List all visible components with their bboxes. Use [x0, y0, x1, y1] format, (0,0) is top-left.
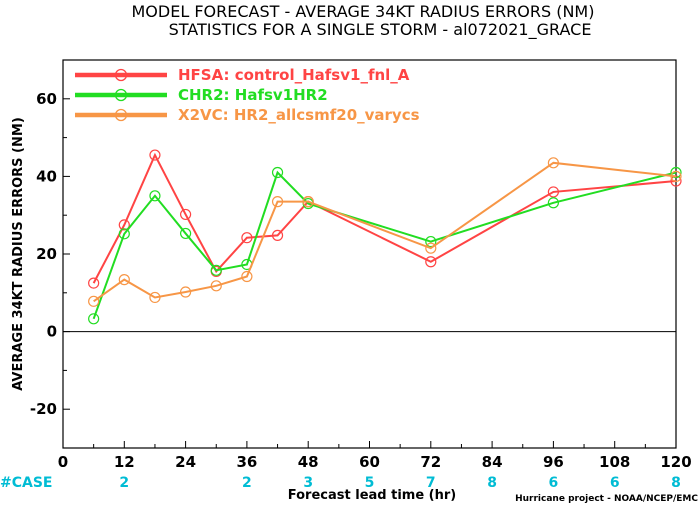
data-point: [149, 291, 161, 304]
legend-marker: [114, 68, 128, 82]
series-3: [88, 157, 682, 307]
data-point: [425, 256, 437, 268]
y-axis-title: AVERAGE 34KT RADIUS ERRORS (NM): [11, 117, 26, 391]
series-line: [92, 152, 677, 284]
data-point: [271, 196, 284, 208]
case-count-value: 6: [610, 475, 620, 491]
data-point: [118, 274, 130, 286]
data-point: [670, 170, 682, 182]
chart-subtitle: STATISTICS FOR A SINGLE STORM - al072021…: [169, 20, 592, 40]
series-line: [93, 161, 677, 303]
data-point: [180, 286, 192, 298]
data-point: [88, 313, 100, 325]
case-count-value: 8: [487, 475, 497, 491]
data-point: [210, 264, 222, 276]
x-tick-label: 60: [359, 453, 380, 471]
legend-entry: X2VC: HR2_allcsmf20_varycs: [75, 106, 420, 124]
legend: HFSA: control_Hafsv1_fnl_A CHR2: Hafsv1HR…: [75, 66, 420, 124]
data-point: [425, 235, 437, 248]
y-axis-ticks: -20 0 20 40 60: [30, 59, 70, 449]
data-point: [271, 229, 284, 241]
data-point: [241, 232, 253, 244]
data-point: [271, 166, 284, 179]
data-point: [670, 166, 682, 179]
series-1: [88, 149, 682, 289]
case-count-value: 5: [365, 475, 375, 491]
plot-area: 0 12 24 36 48 60 72 84 96 108 120 -20 0 20 40 60: [30, 59, 692, 471]
x-axis-ticks: 0 12 24 36 48 60 72 84 96 108 120: [58, 441, 692, 471]
data-point: [180, 227, 192, 240]
case-count-value: 6: [549, 475, 559, 491]
legend-marker: [114, 88, 128, 102]
series-2: [88, 166, 682, 325]
x-tick-label: 48: [298, 453, 319, 471]
series-layer: [88, 149, 682, 325]
case-count-row: 2 2 3 5 7 8 6 6 8: [119, 475, 680, 491]
case-count-value: 3: [303, 475, 313, 491]
y-tick-label: 0: [47, 323, 57, 341]
chart-title: MODEL FORECAST - AVERAGE 34KT RADIUS ERR…: [132, 2, 595, 21]
data-point: [302, 196, 314, 208]
data-point: [149, 149, 161, 161]
x-tick-label: 84: [482, 453, 503, 471]
data-point: [88, 295, 100, 307]
credit-text: Hurricane project - NOAA/NCEP/EMC: [515, 494, 698, 504]
x-tick-label: 96: [543, 453, 564, 471]
legend-label: CHR2: Hafsv1HR2: [178, 86, 328, 104]
x-axis-title: Forecast lead time (hr): [288, 488, 456, 503]
case-count-value: 7: [426, 475, 436, 491]
data-point: [210, 280, 222, 292]
x-tick-label: 24: [175, 453, 196, 471]
case-row-label: #CASE: [0, 475, 53, 491]
x-tick-label: 120: [660, 453, 691, 471]
y-tick-label: -20: [30, 400, 57, 418]
legend-entry: CHR2: Hafsv1HR2: [75, 86, 328, 104]
x-tick-label: 72: [420, 453, 441, 471]
data-point: [118, 219, 130, 231]
legend-entry: HFSA: control_Hafsv1_fnl_A: [75, 66, 410, 84]
data-point: [241, 270, 253, 283]
legend-label: X2VC: HR2_allcsmf20_varycs: [178, 106, 420, 124]
case-count-value: 2: [242, 475, 252, 491]
x-tick-label: 108: [599, 453, 630, 471]
case-count-value: 8: [671, 475, 681, 491]
data-point: [88, 277, 100, 289]
y-tick-label: 40: [36, 167, 57, 185]
data-point: [180, 208, 192, 221]
series-line: [92, 170, 677, 320]
data-point: [547, 186, 560, 198]
data-point: [425, 242, 437, 254]
data-point: [149, 190, 161, 202]
y-tick-label: 20: [36, 245, 57, 263]
data-point: [547, 197, 560, 209]
x-tick-label: 12: [114, 453, 135, 471]
legend-marker: [114, 108, 128, 122]
x-tick-label: 0: [58, 453, 68, 471]
data-point: [547, 157, 560, 169]
case-count-value: 2: [119, 475, 129, 491]
legend-label: HFSA: control_Hafsv1_fnl_A: [178, 66, 410, 84]
y-tick-label: 60: [36, 90, 57, 108]
x-tick-label: 36: [236, 453, 257, 471]
data-point: [118, 228, 130, 240]
